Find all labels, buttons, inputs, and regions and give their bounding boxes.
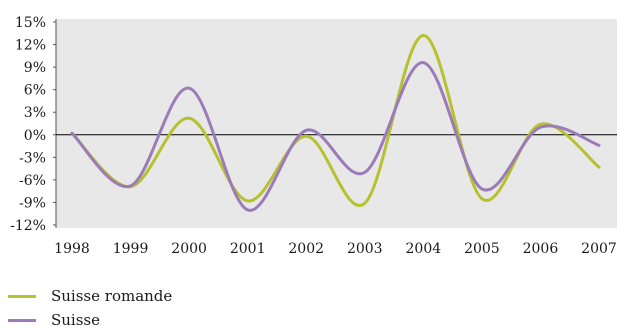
line-chart: 15% 12% 9% 6% 3% 0% -3% -6% -9% -12% 1998 1999 2000…	[10, 15, 617, 257]
x-tick-label: 2005	[464, 241, 500, 257]
x-tick-label: 2006	[523, 241, 559, 257]
legend-item-suisse-romande: Suisse romande	[8, 284, 172, 308]
x-tick-label: 2003	[347, 241, 383, 257]
legend-swatch-suisse	[8, 318, 36, 322]
y-tick-label: -9%	[19, 195, 46, 211]
x-tick-label: 2004	[406, 241, 442, 257]
y-tick-label: 15%	[15, 15, 46, 31]
x-tick-label: 2007	[581, 241, 617, 257]
x-tick-label: 2001	[230, 241, 266, 257]
y-tick-label: -12%	[10, 218, 46, 234]
series-line-suisse-romande	[70, 34, 601, 207]
legend: Suisse romande Suisse	[8, 284, 172, 332]
y-tick-label: -3%	[19, 150, 46, 166]
legend-swatch-suisse-romande	[8, 294, 36, 298]
y-tick-label: 3%	[24, 105, 46, 121]
x-tick-label: 2000	[171, 241, 207, 257]
series-line-suisse	[70, 61, 601, 212]
legend-label: Suisse	[51, 311, 101, 329]
y-tick-label: 9%	[24, 60, 46, 76]
y-tick-label: -6%	[19, 173, 46, 189]
x-axis-ticks: 1998 1999 2000 2001 2002 2003 2004 2005 2006 2007	[54, 241, 617, 257]
legend-label: Suisse romande	[51, 287, 173, 305]
x-tick-label: 2002	[288, 241, 324, 257]
legend-item-suisse: Suisse	[8, 308, 172, 332]
x-tick-label: 1998	[54, 241, 90, 257]
y-tick-label: 0%	[24, 128, 46, 144]
series-lines	[70, 34, 601, 212]
y-axis-ticks: 15% 12% 9% 6% 3% 0% -3% -6% -9% -12%	[10, 15, 56, 234]
plot-area	[56, 19, 617, 228]
y-tick-label: 12%	[15, 38, 46, 54]
y-tick-label: 6%	[24, 83, 46, 99]
x-tick-label: 1999	[113, 241, 149, 257]
